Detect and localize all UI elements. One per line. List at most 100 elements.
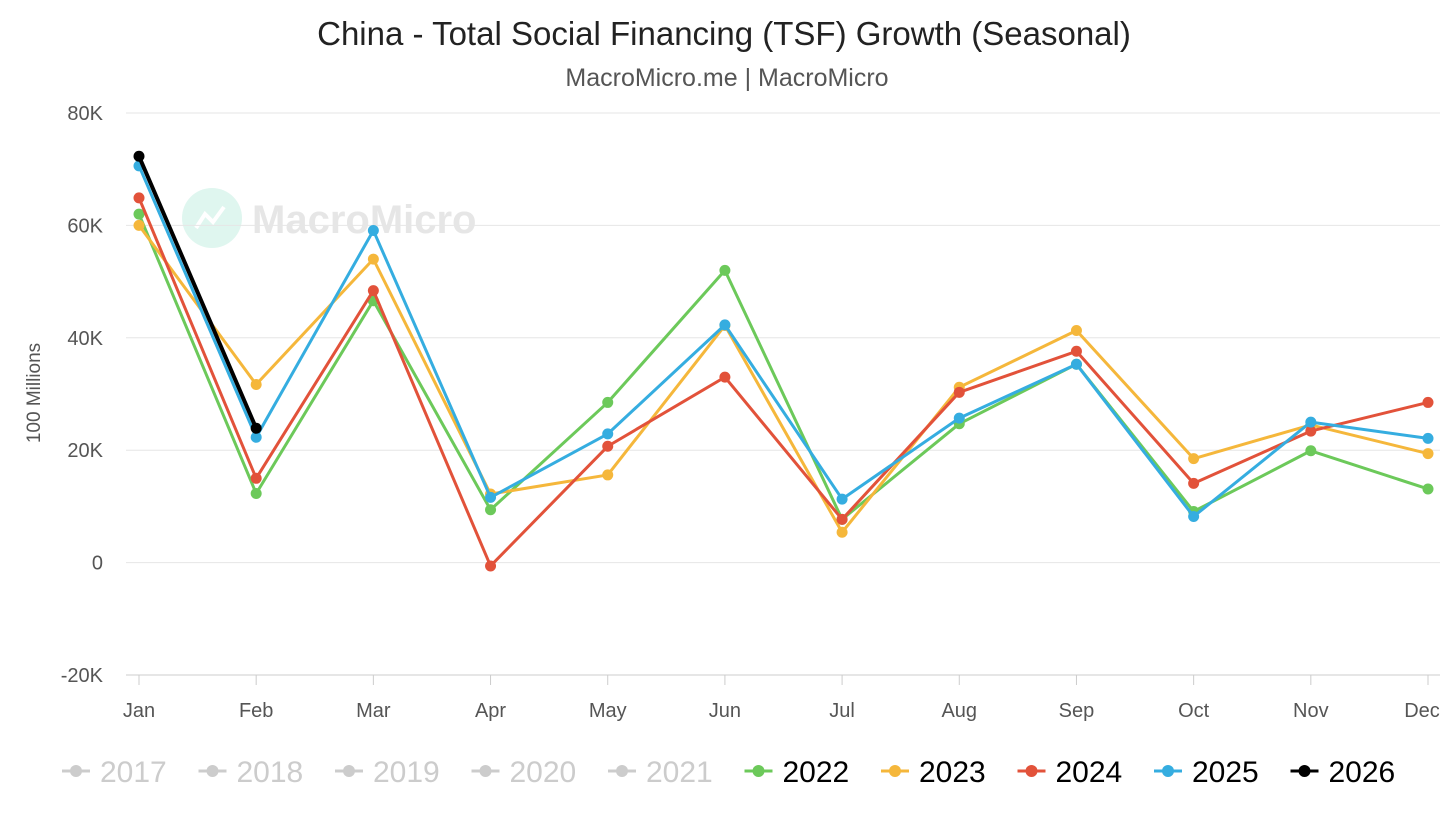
- series-2022: [133, 208, 1434, 525]
- y-tick-label: 60K: [67, 215, 103, 237]
- y-tick-label: 0: [92, 553, 103, 575]
- legend-label: 2023: [919, 756, 986, 789]
- data-point-2024-Jun[interactable]: [719, 371, 731, 383]
- data-point-2022-Feb[interactable]: [250, 487, 262, 499]
- data-point-2026-Jan[interactable]: [133, 150, 145, 162]
- x-tick-label: Aug: [941, 700, 977, 722]
- series-lines: [133, 150, 1434, 572]
- legend-marker-icon: [1162, 765, 1174, 777]
- data-point-2024-Aug[interactable]: [953, 386, 965, 398]
- legend-marker-icon: [752, 765, 765, 777]
- series-2024: [133, 192, 1434, 572]
- legend-label: 2021: [646, 756, 713, 789]
- legend-marker-icon: [1298, 765, 1311, 777]
- x-tick-label: Feb: [239, 700, 273, 722]
- legend-label: 2024: [1056, 756, 1123, 789]
- data-point-2025-Feb[interactable]: [250, 431, 262, 443]
- legend-item-2024[interactable]: 2024: [1017, 756, 1123, 789]
- data-point-2025-Aug[interactable]: [953, 412, 965, 424]
- data-point-2024-Jul[interactable]: [836, 513, 848, 525]
- legend-marker-icon: [343, 765, 355, 777]
- legend-label: 2025: [1192, 756, 1259, 789]
- data-point-2025-Apr[interactable]: [485, 491, 497, 503]
- series-line-2024: [137, 196, 1430, 568]
- data-point-2024-Feb[interactable]: [250, 472, 262, 484]
- data-point-2026-Feb[interactable]: [250, 422, 262, 434]
- y-tick-label: -20K: [61, 665, 104, 687]
- y-axis: -20K 0 20K 40K 60K 80K: [61, 103, 104, 687]
- watermark-text: MacroMicro: [252, 198, 477, 242]
- legend-item-2017[interactable]: 2017: [62, 756, 167, 789]
- x-tick-label: May: [589, 700, 627, 722]
- data-point-2025-Jul[interactable]: [836, 493, 848, 505]
- data-point-2025-Dec[interactable]: [1422, 432, 1434, 444]
- data-point-2025-Nov[interactable]: [1305, 416, 1317, 428]
- watermark-trend-icon: [194, 205, 226, 230]
- legend-item-2025[interactable]: 2025: [1154, 756, 1259, 789]
- data-point-2023-Dec[interactable]: [1422, 448, 1434, 460]
- legend-item-2021[interactable]: 2021: [608, 756, 713, 789]
- series-line-2025: [137, 164, 1430, 519]
- legend: 2017 2018 2019 2020 2021 2022 2023 2024 2025 2026: [62, 756, 1395, 789]
- data-point-2024-Sep[interactable]: [1070, 345, 1082, 357]
- y-axis-title: 100 Millions: [24, 343, 45, 443]
- data-point-2024-Oct[interactable]: [1188, 477, 1200, 489]
- x-tick-label: Sep: [1059, 700, 1095, 722]
- x-tick-label: Jan: [123, 700, 155, 722]
- data-point-2023-Feb[interactable]: [250, 378, 262, 390]
- legend-marker-icon: [1025, 765, 1038, 777]
- legend-item-2022[interactable]: 2022: [744, 756, 850, 789]
- series-line-2023: [137, 223, 1430, 534]
- data-point-2023-Mar[interactable]: [367, 253, 379, 265]
- data-point-2024-Apr[interactable]: [485, 560, 497, 572]
- legend-label: 2019: [373, 756, 440, 789]
- legend-label: 2026: [1329, 756, 1396, 789]
- data-point-2022-Jun[interactable]: [719, 264, 731, 276]
- data-point-2025-Jun[interactable]: [719, 319, 731, 331]
- legend-label: 2017: [100, 756, 167, 789]
- data-point-2023-Sep[interactable]: [1070, 324, 1082, 336]
- data-point-2025-Mar[interactable]: [367, 224, 379, 236]
- y-tick-label: 80K: [67, 103, 103, 125]
- legend-label: 2022: [783, 756, 850, 789]
- chart-title: China - Total Social Financing (TSF) Gro…: [317, 15, 1131, 52]
- data-point-2022-Jan[interactable]: [133, 208, 145, 220]
- x-tick-label: Jul: [829, 700, 855, 722]
- legend-marker-icon: [206, 765, 219, 777]
- legend-item-2019[interactable]: 2019: [335, 756, 440, 789]
- data-point-2024-Jan[interactable]: [133, 192, 145, 204]
- data-point-2024-Dec[interactable]: [1422, 396, 1434, 408]
- data-point-2023-Jan[interactable]: [133, 219, 145, 231]
- series-line-2022: [137, 212, 1430, 521]
- data-point-2023-May[interactable]: [602, 469, 614, 481]
- data-point-2022-Nov[interactable]: [1305, 445, 1317, 457]
- series-line-2026: [137, 154, 259, 431]
- data-point-2022-Dec[interactable]: [1422, 483, 1434, 495]
- data-point-2022-Apr[interactable]: [485, 504, 497, 516]
- y-tick-label: 20K: [67, 440, 103, 462]
- data-point-2022-May[interactable]: [602, 396, 614, 408]
- data-point-2024-Nov[interactable]: [1305, 425, 1317, 437]
- legend-item-2020[interactable]: 2020: [471, 756, 577, 789]
- watermark-logo: MacroMicro: [182, 188, 477, 248]
- data-point-2024-May[interactable]: [602, 440, 614, 452]
- series-2025: [133, 160, 1434, 523]
- legend-item-2023[interactable]: 2023: [881, 756, 986, 789]
- series-2026: [133, 150, 262, 434]
- data-point-2025-Sep[interactable]: [1070, 358, 1082, 370]
- data-point-2025-Oct[interactable]: [1188, 511, 1200, 523]
- legend-marker-icon: [616, 765, 628, 777]
- legend-marker-icon: [889, 765, 901, 777]
- data-point-2025-May[interactable]: [602, 428, 614, 440]
- data-point-2023-Oct[interactable]: [1188, 453, 1200, 465]
- x-tick-label: Apr: [475, 700, 506, 722]
- data-point-2023-Jul[interactable]: [836, 526, 848, 538]
- series-2023: [133, 219, 1434, 538]
- legend-item-2018[interactable]: 2018: [198, 756, 304, 789]
- x-tick-label: Mar: [356, 700, 391, 722]
- x-tick-label: Jun: [709, 700, 741, 722]
- legend-label: 2018: [237, 756, 304, 789]
- legend-item-2026[interactable]: 2026: [1290, 756, 1396, 789]
- data-point-2024-Mar[interactable]: [367, 285, 379, 297]
